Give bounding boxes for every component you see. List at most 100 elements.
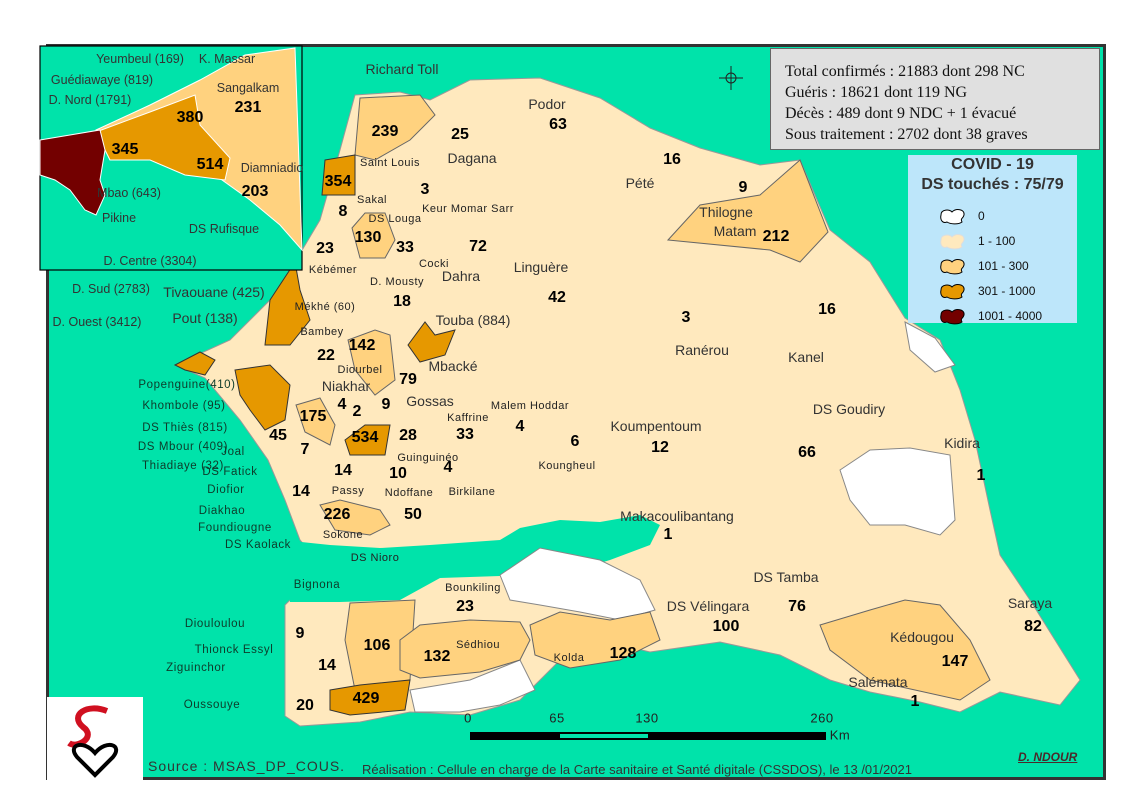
district-case-count: 14	[334, 462, 352, 479]
district-name: Ranérou	[675, 342, 729, 358]
district-name: Matam	[713, 223, 757, 239]
district-name: Touba (884)	[435, 312, 511, 328]
district-case-count: 8	[338, 203, 348, 220]
district-name: Podor	[528, 96, 566, 112]
inset-district-name: D. Ouest (3412)	[52, 315, 142, 329]
gambia-area	[282, 515, 660, 602]
district-callout: Foundiougne	[198, 522, 272, 534]
district-case-count: 23	[316, 240, 334, 257]
district-name: Makacoulibantang	[620, 508, 734, 524]
inset-district-name: Sangalkam	[216, 81, 280, 95]
district-case-count: 534	[351, 429, 379, 446]
district-case-count: 9	[381, 396, 391, 413]
district-callout: Diakhao	[198, 505, 246, 517]
district-case-count: 14	[292, 483, 310, 500]
district-name: DS Vélingara	[666, 598, 750, 614]
zone-zero-kolda	[409, 659, 536, 713]
legend-label: 101 - 300	[978, 259, 1029, 273]
district-case-count: 231	[234, 99, 262, 116]
district-case-count: 147	[941, 653, 969, 670]
district-name: Pété	[625, 175, 655, 191]
source-text: Source : MSAS_DP_COUS.	[148, 758, 346, 774]
district-case-count: 429	[352, 690, 380, 707]
zone-zero-ne	[904, 321, 956, 373]
inset-district-name: DS Rufisque	[188, 222, 260, 236]
district-name: D. Mousty	[369, 276, 425, 288]
district-case-count: 3	[420, 181, 430, 198]
district-case-count: 4	[515, 418, 525, 435]
district-case-count: 142	[348, 337, 376, 354]
district-name: Cocki	[418, 258, 450, 270]
district-name: Richard Toll	[365, 61, 439, 77]
district-name: Kanel	[788, 349, 824, 365]
district-case-count: 2	[352, 403, 362, 420]
district-name: DS Goudiry	[812, 401, 886, 417]
district-name: Saint Louis	[360, 157, 420, 169]
legend-label: 0	[978, 209, 985, 223]
legend-item: 1 - 100	[938, 232, 1015, 250]
district-case-count: 12	[651, 439, 669, 456]
district-callout: Thionck Essyl	[194, 644, 274, 656]
inset-district-name: Yeumbeul (169)	[96, 52, 184, 66]
district-case-count: 18	[393, 293, 411, 310]
district-name: Mbacké	[428, 358, 478, 374]
district-case-count: 50	[404, 506, 422, 523]
district-case-count: 345	[111, 141, 139, 158]
district-case-count: 20	[296, 697, 314, 714]
district-name: Tivaouane (425)	[163, 284, 265, 300]
district-case-count: 1	[976, 467, 986, 484]
inset-district-name: D. Centre (3304)	[103, 254, 197, 268]
district-callout: Popenguine(410)	[138, 379, 236, 391]
district-callout: Joal	[221, 446, 245, 458]
inset-pikine-zone	[95, 94, 231, 181]
legend-label: 1001 - 4000	[978, 309, 1043, 323]
district-case-count: 4	[443, 459, 453, 476]
district-case-count: 212	[762, 228, 790, 245]
district-case-count: 72	[469, 238, 487, 255]
credit-text: Réalisation : Cellule en charge de la Ca…	[362, 762, 912, 777]
district-name: DS Louga	[368, 213, 422, 225]
district-name: Saraya	[1007, 595, 1053, 611]
district-name: Kaffrine	[447, 412, 489, 424]
district-name: Sakal	[356, 194, 388, 206]
district-name: Niakhar	[321, 378, 371, 394]
district-name: Ndoffane	[384, 487, 434, 499]
district-case-count: 106	[363, 637, 391, 654]
district-callout: Diouloulou	[184, 618, 246, 630]
district-case-count: 9	[738, 179, 748, 196]
district-case-count: 132	[423, 648, 451, 665]
district-case-count: 1	[663, 526, 673, 543]
district-case-count: 354	[324, 173, 352, 190]
legend-swatch-icon	[940, 209, 965, 225]
scale-tick-0: 0	[464, 710, 472, 726]
district-case-count: 79	[399, 371, 417, 388]
district-name: Kidira	[944, 435, 980, 451]
district-name: Diourbel	[337, 364, 383, 376]
legend-item: 1001 - 4000	[938, 307, 1042, 325]
district-callout: DS Fatick	[202, 466, 258, 478]
author-text: D. NDOUR	[1018, 750, 1078, 764]
district-case-count: 45	[269, 427, 287, 444]
class-101-300	[295, 94, 991, 701]
district-name: Koungheul	[538, 460, 596, 472]
district-name: Keur Momar Sarr	[422, 203, 514, 215]
district-case-count: 33	[456, 426, 474, 443]
district-name: Gossas	[406, 393, 454, 409]
district-name: Kébémer	[308, 264, 358, 276]
inset-district-name: Mbao (643)	[97, 186, 161, 200]
district-name: Kédougou	[890, 629, 954, 645]
district-callout: DS Thiès (815)	[142, 422, 228, 434]
district-case-count: 226	[323, 506, 351, 523]
district-name: Guinguinéo	[397, 452, 459, 464]
legend: COVID - 19 DS touchés : 75/79 0 1 - 100 10…	[908, 155, 1077, 325]
district-callout: DS Kaolack	[224, 539, 292, 551]
district-case-count: 4	[337, 396, 347, 413]
north-arrow-icon	[719, 66, 743, 90]
district-case-count: 76	[788, 598, 806, 615]
district-name: Dahra	[441, 268, 481, 284]
zone-zero-east	[839, 447, 956, 536]
inset-district-name: D. Nord (1791)	[48, 93, 132, 107]
district-case-count: 6	[570, 433, 580, 450]
recovered: Guéris : 18621 dont 119 NG	[785, 84, 968, 101]
